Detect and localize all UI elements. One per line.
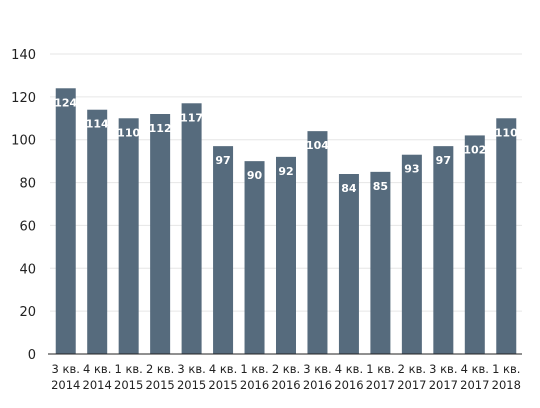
bar bbox=[213, 146, 234, 354]
bar-value-label: 92 bbox=[278, 165, 293, 178]
x-tick-label-year: 2017 bbox=[366, 378, 395, 392]
x-tick-label-year: 2014 bbox=[51, 378, 80, 392]
bar-value-label: 104 bbox=[306, 139, 329, 152]
bar-value-label: 93 bbox=[404, 163, 419, 176]
bar bbox=[433, 146, 454, 354]
x-tick-label-year: 2017 bbox=[429, 378, 458, 392]
bar bbox=[401, 154, 422, 354]
bar bbox=[496, 118, 517, 355]
x-tick-label-quarter: 1 кв. bbox=[240, 362, 268, 376]
y-tick-label: 120 bbox=[11, 91, 36, 106]
x-tick-label-quarter: 4 кв. bbox=[209, 362, 237, 376]
x-tick-label-quarter: 2 кв. bbox=[146, 362, 174, 376]
bar bbox=[338, 174, 359, 354]
x-tick-label-year: 2017 bbox=[397, 378, 426, 392]
x-tick-label-quarter: 1 кв. bbox=[492, 362, 520, 376]
bar-value-label: 124 bbox=[54, 96, 77, 109]
bars: 124 114 110 112 117 97 90 92 104 84 85 93 97 102 110 bbox=[54, 88, 518, 355]
bar-value-label: 110 bbox=[117, 126, 140, 139]
x-tick-label-year: 2016 bbox=[271, 378, 300, 392]
bar-value-label: 85 bbox=[373, 180, 388, 193]
x-tick-label-quarter: 3 кв. bbox=[177, 362, 205, 376]
x-tick-label-quarter: 2 кв. bbox=[272, 362, 300, 376]
x-tick-label-year: 2016 bbox=[240, 378, 269, 392]
y-tick-label: 20 bbox=[19, 305, 36, 320]
bar bbox=[87, 109, 108, 354]
y-tick-label: 80 bbox=[19, 177, 36, 192]
x-tick-label-year: 2015 bbox=[145, 378, 174, 392]
x-tick-label-quarter: 3 кв. bbox=[303, 362, 331, 376]
x-tick-label-year: 2016 bbox=[303, 378, 332, 392]
bar bbox=[150, 114, 171, 354]
y-axis: 0 20 40 60 80 100 120 140 bbox=[11, 48, 36, 363]
bar bbox=[244, 161, 265, 354]
bar bbox=[181, 103, 202, 355]
x-tick-label-year: 2015 bbox=[208, 378, 237, 392]
bar-value-label: 84 bbox=[341, 182, 357, 195]
bar-value-label: 90 bbox=[247, 169, 263, 182]
x-tick-label-quarter: 4 кв. bbox=[335, 362, 363, 376]
bar-value-label: 112 bbox=[149, 122, 172, 135]
bar bbox=[370, 171, 391, 354]
y-tick-label: 100 bbox=[11, 134, 36, 149]
x-tick-label-year: 2017 bbox=[460, 378, 489, 392]
x-tick-label-quarter: 2 кв. bbox=[398, 362, 426, 376]
y-tick-label: 40 bbox=[19, 262, 36, 277]
x-tick-label-year: 2014 bbox=[83, 378, 112, 392]
y-tick-label: 140 bbox=[11, 48, 36, 63]
bar bbox=[464, 135, 485, 354]
x-tick-label-quarter: 1 кв. bbox=[366, 362, 394, 376]
bar bbox=[118, 118, 139, 355]
y-tick-label: 0 bbox=[28, 348, 36, 363]
bar-value-label: 102 bbox=[463, 143, 486, 156]
bar-value-label: 110 bbox=[495, 126, 518, 139]
bar-value-label: 97 bbox=[436, 154, 451, 167]
x-tick-label-quarter: 4 кв. bbox=[461, 362, 489, 376]
x-tick-label-quarter: 4 кв. bbox=[83, 362, 111, 376]
x-tick-label-quarter: 3 кв. bbox=[52, 362, 80, 376]
bar bbox=[307, 131, 328, 354]
bar-value-label: 117 bbox=[180, 111, 203, 124]
bar-value-label: 114 bbox=[86, 118, 109, 131]
bar bbox=[55, 88, 76, 355]
x-tick-label-year: 2018 bbox=[492, 378, 521, 392]
x-tick-label-year: 2015 bbox=[177, 378, 206, 392]
bar-value-label: 97 bbox=[215, 154, 230, 167]
y-tick-label: 60 bbox=[19, 219, 36, 234]
x-tick-label-quarter: 1 кв. bbox=[114, 362, 142, 376]
bar bbox=[276, 156, 296, 354]
x-tick-label-quarter: 3 кв. bbox=[429, 362, 457, 376]
x-tick-label-year: 2016 bbox=[334, 378, 363, 392]
x-tick-label-year: 2015 bbox=[114, 378, 143, 392]
